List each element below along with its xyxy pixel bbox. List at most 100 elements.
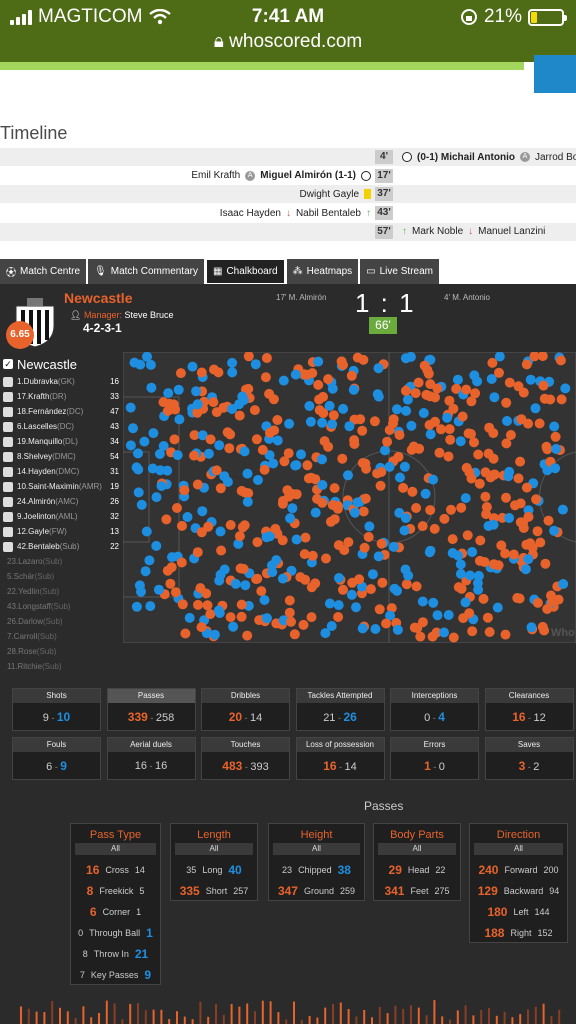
away-event-dot[interactable] — [209, 629, 220, 640]
home-event-dot[interactable] — [269, 425, 280, 436]
home-event-dot[interactable] — [393, 451, 404, 462]
away-event-dot[interactable] — [133, 487, 144, 498]
event-player[interactable]: Jarrod Bowe — [534, 151, 576, 163]
player-checkbox[interactable] — [3, 451, 13, 462]
home-event-dot[interactable] — [434, 447, 445, 458]
home-event-dot[interactable] — [508, 549, 519, 560]
all-filter[interactable]: All — [175, 843, 253, 855]
away-event-dot[interactable] — [317, 417, 328, 428]
away-event-dot[interactable] — [465, 570, 476, 581]
away-event-dot[interactable] — [172, 450, 183, 461]
away-event-dot[interactable] — [385, 610, 396, 621]
home-event-dot[interactable] — [277, 535, 288, 546]
home-event-dot[interactable] — [321, 553, 331, 564]
away-event-dot[interactable] — [290, 460, 301, 471]
home-event-dot[interactable] — [358, 506, 369, 517]
away-event-dot[interactable] — [550, 463, 561, 474]
home-event-dot[interactable] — [201, 588, 212, 599]
home-event-dot[interactable] — [225, 520, 236, 530]
home-event-dot[interactable] — [518, 387, 529, 398]
home-event-dot[interactable] — [444, 424, 455, 435]
pass-row[interactable]: 29 Head 22 — [374, 859, 460, 880]
away-event-dot[interactable] — [395, 472, 405, 483]
home-event-dot[interactable] — [461, 462, 472, 473]
away-event-dot[interactable] — [227, 367, 238, 378]
home-event-dot[interactable] — [179, 485, 190, 496]
home-event-dot[interactable] — [352, 352, 363, 363]
home-event-dot[interactable] — [310, 578, 321, 589]
home-event-dot[interactable] — [469, 437, 479, 448]
away-event-dot[interactable] — [352, 497, 363, 508]
home-event-dot[interactable] — [494, 367, 504, 378]
home-event-dot[interactable] — [306, 612, 317, 623]
away-event-dot[interactable] — [392, 624, 403, 635]
away-event-dot[interactable] — [203, 448, 214, 459]
away-event-dot[interactable] — [452, 374, 463, 385]
away-event-dot[interactable] — [460, 493, 471, 504]
home-event-dot[interactable] — [213, 367, 224, 378]
home-event-dot[interactable] — [225, 429, 236, 440]
home-event-dot[interactable] — [252, 537, 263, 548]
home-event-dot[interactable] — [515, 456, 526, 467]
event-player[interactable]: Nabil Bentaleb — [295, 207, 361, 219]
away-event-dot[interactable] — [242, 496, 253, 507]
home-event-dot[interactable] — [328, 410, 339, 421]
away-event-dot[interactable] — [167, 552, 177, 563]
away-event-dot[interactable] — [455, 436, 466, 447]
home-event-dot[interactable] — [361, 463, 372, 474]
away-event-dot[interactable] — [489, 392, 500, 403]
home-event-dot[interactable] — [532, 597, 543, 608]
home-event-dot[interactable] — [189, 430, 200, 441]
away-event-dot[interactable] — [542, 465, 553, 476]
home-event-dot[interactable] — [307, 550, 318, 561]
home-event-dot[interactable] — [252, 573, 263, 584]
home-event-dot[interactable] — [318, 408, 329, 419]
away-event-dot[interactable] — [473, 570, 484, 581]
tab-heatmaps[interactable]: ⁂ Heatmaps — [286, 259, 359, 284]
away-event-dot[interactable] — [173, 384, 184, 395]
home-event-dot[interactable] — [369, 416, 380, 427]
away-event-dot[interactable] — [284, 418, 295, 429]
player-row[interactable]: 5.Schär(Sub) — [0, 569, 122, 584]
away-event-dot[interactable] — [305, 416, 316, 427]
home-event-dot[interactable] — [523, 511, 534, 522]
away-event-dot[interactable] — [136, 499, 147, 510]
away-event-dot[interactable] — [333, 600, 344, 611]
home-event-dot[interactable] — [429, 523, 440, 534]
home-event-dot[interactable] — [319, 436, 330, 447]
away-event-dot[interactable] — [290, 369, 301, 380]
away-event-dot[interactable] — [125, 440, 136, 451]
away-event-dot[interactable] — [348, 384, 359, 395]
home-event-dot[interactable] — [448, 403, 459, 414]
home-event-dot[interactable] — [445, 434, 456, 445]
away-event-dot[interactable] — [460, 597, 471, 608]
home-event-dot[interactable] — [555, 355, 566, 366]
home-event-dot[interactable] — [376, 467, 387, 477]
away-event-dot[interactable] — [557, 504, 568, 515]
home-event-dot[interactable] — [534, 418, 545, 429]
pass-row[interactable]: 335 Short 257 — [171, 880, 257, 901]
event-player[interactable]: Dwight Gayle — [299, 188, 359, 200]
home-event-dot[interactable] — [487, 357, 498, 368]
stat-errors[interactable]: Errors 1 - 0 — [390, 736, 479, 780]
home-event-dot[interactable] — [463, 428, 474, 439]
away-event-dot[interactable] — [418, 408, 429, 418]
home-event-dot[interactable] — [375, 480, 386, 491]
player-checkbox[interactable] — [3, 511, 13, 522]
home-event-dot[interactable] — [177, 520, 187, 531]
away-event-dot[interactable] — [494, 352, 505, 362]
away-event-dot[interactable] — [142, 352, 152, 362]
away-event-dot[interactable] — [343, 470, 353, 481]
away-event-dot[interactable] — [486, 374, 497, 384]
home-event-dot[interactable] — [205, 434, 216, 445]
away-event-dot[interactable] — [425, 429, 436, 440]
away-event-dot[interactable] — [158, 441, 169, 451]
away-event-dot[interactable] — [324, 400, 335, 411]
away-event-dot[interactable] — [261, 532, 272, 543]
away-event-dot[interactable] — [367, 569, 378, 580]
away-event-dot[interactable] — [182, 512, 193, 522]
away-event-dot[interactable] — [384, 461, 395, 472]
home-event-dot[interactable] — [488, 469, 499, 480]
tab-live-stream[interactable]: ▭ Live Stream — [360, 259, 439, 284]
stat-loss-of-possession[interactable]: Loss of possession 16 - 14 — [295, 736, 385, 780]
